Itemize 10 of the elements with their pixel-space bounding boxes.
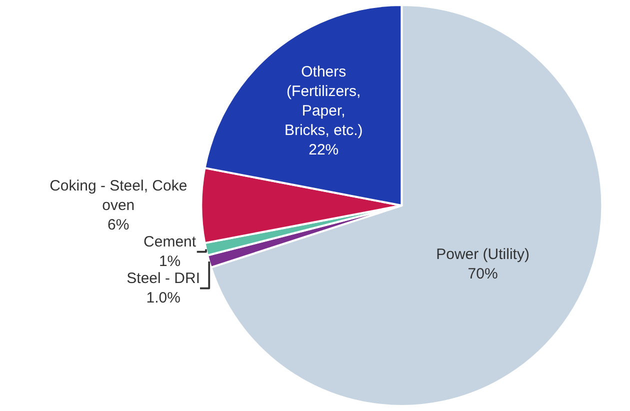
data-label: 6% <box>108 216 130 234</box>
data-label: 70% <box>468 266 498 283</box>
data-label: 1.0% <box>146 290 180 306</box>
data-label: 1% <box>158 253 181 270</box>
data-label: 22% <box>308 142 339 159</box>
slice-label: Steel - DRI <box>126 270 200 287</box>
slice-label: Coking - Steel, Coke oven <box>50 178 188 214</box>
slice-label: Power (Utility) <box>436 246 530 264</box>
slice-label: Others (Fertilizers, Paper, Bricks, etc.) <box>284 64 363 140</box>
slice-label: Cement <box>144 234 197 250</box>
